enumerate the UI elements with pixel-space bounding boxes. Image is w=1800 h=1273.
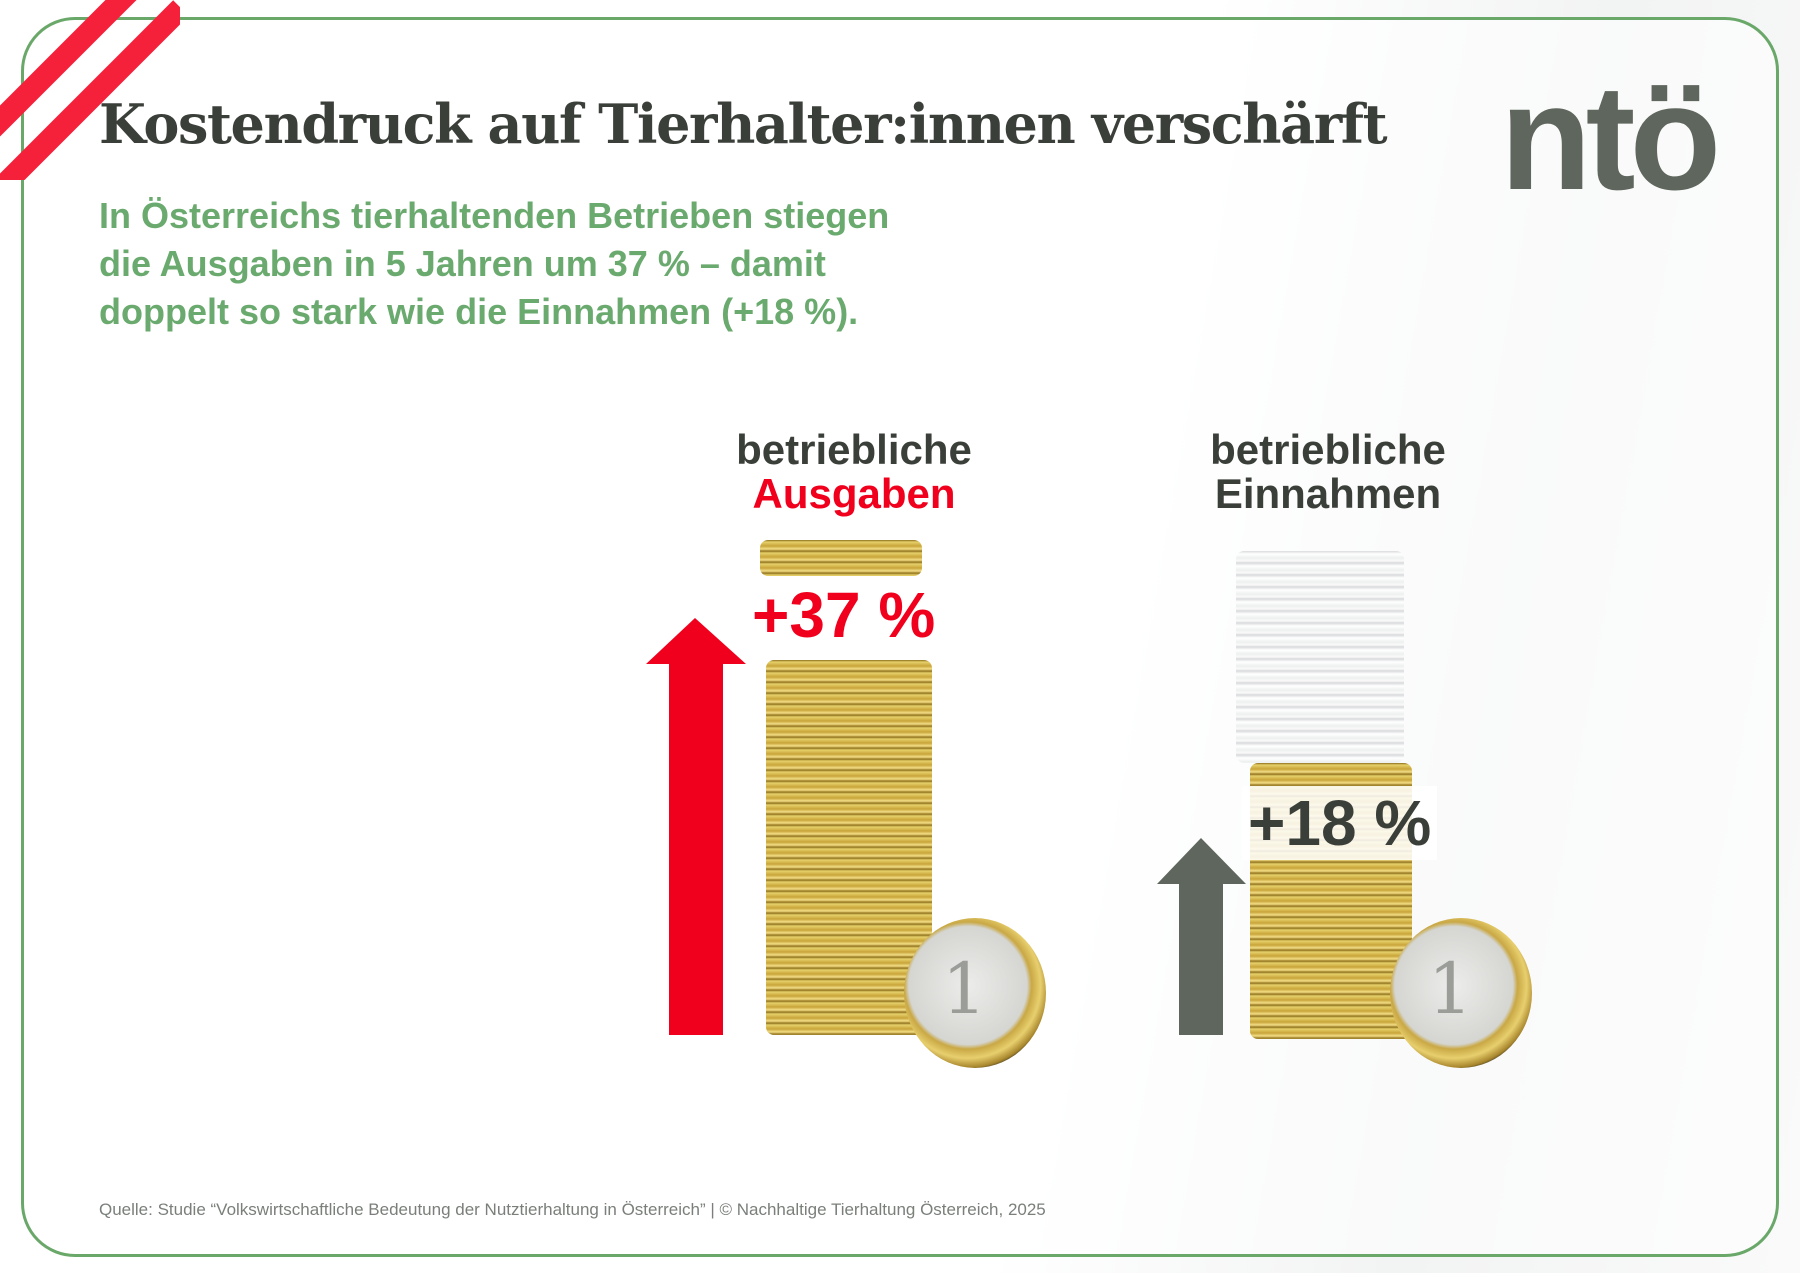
expenses-label-line1: betriebliche xyxy=(736,426,972,473)
expenses-coin-stack-top xyxy=(760,540,922,576)
euro-coin-icon: 1 xyxy=(1390,918,1532,1068)
nto-logo: ntö xyxy=(1500,53,1721,221)
income-change: +18 % xyxy=(1242,786,1438,860)
expenses-label: betriebliche Ausgaben xyxy=(654,428,1054,516)
income-white-coin-stack xyxy=(1236,551,1404,763)
expenses-up-arrow-icon xyxy=(646,618,746,1035)
expenses-change: +37 % xyxy=(752,579,936,651)
subtitle-line: In Österreichs tierhaltenden Betrieben s… xyxy=(99,195,890,236)
income-label-line1: betriebliche xyxy=(1210,426,1446,473)
income-label: betriebliche Einnahmen xyxy=(1128,428,1528,516)
expenses-label-line2: Ausgaben xyxy=(752,470,956,517)
page-title: Kostendruck auf Tierhalter:innen verschä… xyxy=(99,92,1388,156)
source-footer: Quelle: Studie “Volkswirtschaftliche Bed… xyxy=(99,1200,1046,1219)
subtitle-line: die Ausgaben in 5 Jahren um 37 % – damit xyxy=(99,243,826,284)
euro-coin-icon: 1 xyxy=(904,918,1046,1068)
subtitle-line: doppelt so stark wie die Einnahmen (+18 … xyxy=(99,291,859,332)
income-label-line2: Einnahmen xyxy=(1214,470,1442,517)
subtitle: In Österreichs tierhaltenden Betrieben s… xyxy=(99,192,999,336)
expenses-coin-stack xyxy=(766,660,932,1035)
income-up-arrow-icon xyxy=(1157,838,1246,1035)
